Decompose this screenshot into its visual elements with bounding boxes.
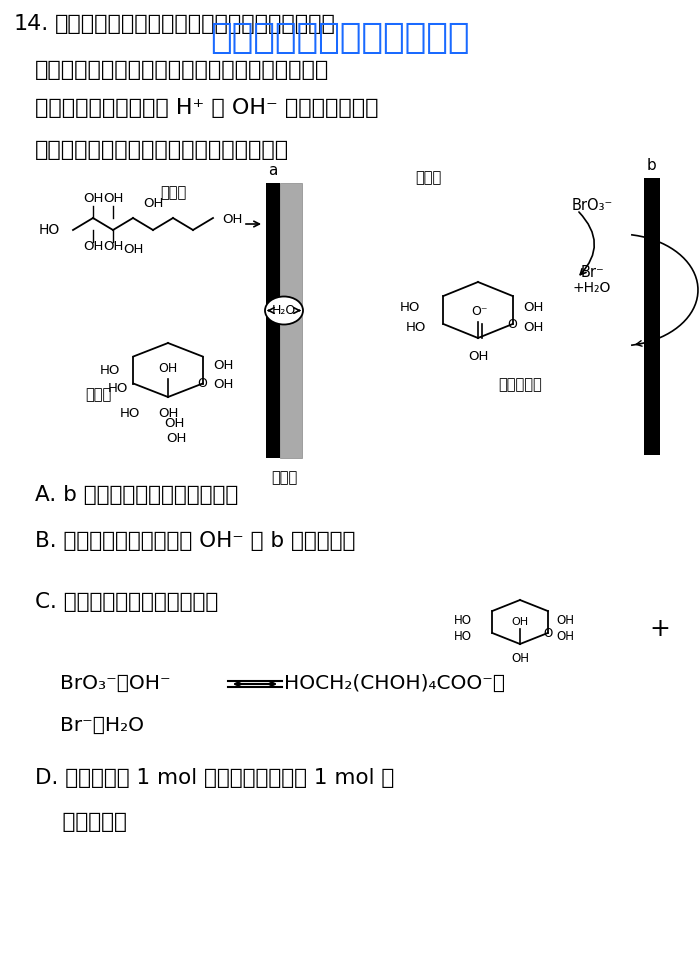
Text: b: b xyxy=(647,158,657,172)
Text: HO: HO xyxy=(120,406,140,420)
Text: Br⁻: Br⁻ xyxy=(580,265,604,279)
Text: 葡萄糖酸盐: 葡萄糖酸盐 xyxy=(498,377,542,393)
Text: 下，以石墨和铅作电极，用双极膜电解葡萄糖溶: 下，以石墨和铅作电极，用双极膜电解葡萄糖溶 xyxy=(55,14,336,34)
Text: HO: HO xyxy=(454,613,472,627)
Text: C. 生成葡萄糖酸盐的反应式为: C. 生成葡萄糖酸盐的反应式为 xyxy=(35,592,218,612)
Text: OH: OH xyxy=(143,197,163,210)
Text: +: + xyxy=(650,617,671,641)
Text: H₂O: H₂O xyxy=(272,304,296,317)
Text: 液制备甘露醇和葡萄糖酸盐。已知在直流电场作用: 液制备甘露醇和葡萄糖酸盐。已知在直流电场作用 xyxy=(35,60,329,80)
Text: HO: HO xyxy=(38,223,60,237)
Bar xyxy=(266,183,280,458)
Text: 14.: 14. xyxy=(14,14,49,34)
Text: 甘露醇: 甘露醇 xyxy=(160,185,186,200)
Bar xyxy=(280,183,302,458)
Text: a: a xyxy=(268,163,278,177)
Text: 葡萄糖酸盐: 葡萄糖酸盐 xyxy=(35,812,127,832)
Text: OH: OH xyxy=(83,240,103,253)
Text: O: O xyxy=(543,627,552,639)
Text: OH: OH xyxy=(523,300,543,314)
Text: B. 通电后双极膜中产生的 OH⁻ 向 b 极定向移动: B. 通电后双极膜中产生的 OH⁻ 向 b 极定向移动 xyxy=(35,531,356,551)
Text: HO: HO xyxy=(405,321,426,333)
Text: O⁻: O⁻ xyxy=(472,305,489,318)
Text: OH: OH xyxy=(83,192,103,205)
Text: +H₂O: +H₂O xyxy=(573,281,611,295)
Text: 葡萄糖: 葡萄糖 xyxy=(415,170,441,186)
Text: OH: OH xyxy=(512,617,528,627)
Text: BrO₃⁻＋OH⁻: BrO₃⁻＋OH⁻ xyxy=(60,674,171,693)
Text: OH: OH xyxy=(468,350,488,363)
Text: OH: OH xyxy=(511,652,529,665)
Text: OH: OH xyxy=(158,407,178,420)
Text: OH: OH xyxy=(103,240,123,253)
Text: OH: OH xyxy=(523,321,543,333)
Text: Br⁻＋H₂O: Br⁻＋H₂O xyxy=(60,716,144,735)
Text: HO: HO xyxy=(108,381,128,395)
Text: 葡萄糖: 葡萄糖 xyxy=(85,387,111,403)
Ellipse shape xyxy=(265,297,303,325)
Text: OH: OH xyxy=(122,243,144,256)
Text: OH: OH xyxy=(222,213,242,225)
Text: HO: HO xyxy=(454,630,472,642)
Bar xyxy=(644,178,660,455)
Text: OH: OH xyxy=(556,630,574,642)
Text: BrO₃⁻: BrO₃⁻ xyxy=(571,197,612,213)
Text: OH: OH xyxy=(166,431,186,445)
Text: HO: HO xyxy=(100,363,120,377)
Text: 双极膜: 双极膜 xyxy=(271,470,297,485)
Text: A. b 极材料为石墨，接电源正极: A. b 极材料为石墨，接电源正极 xyxy=(35,485,238,505)
Text: 下，双极膜将水解离为 H⁺ 和 OH⁻ 并实现其定向通: 下，双极膜将水解离为 H⁺ 和 OH⁻ 并实现其定向通 xyxy=(35,98,379,118)
Text: 微信公众号关注：趣找答案: 微信公众号关注：趣找答案 xyxy=(210,21,470,55)
Text: HOCH₂(CHOH)₄COO⁻＋: HOCH₂(CHOH)₄COO⁻＋ xyxy=(284,674,505,693)
Text: O: O xyxy=(508,318,517,330)
Text: HO: HO xyxy=(400,300,420,314)
Text: OH: OH xyxy=(556,613,574,627)
Text: OH: OH xyxy=(158,362,178,375)
Text: OH: OH xyxy=(213,377,233,391)
Text: OH: OH xyxy=(213,358,233,372)
Text: OH: OH xyxy=(164,417,184,429)
Text: 过，电解过程如图所示。下列说法错误的是: 过，电解过程如图所示。下列说法错误的是 xyxy=(35,140,289,160)
Text: OH: OH xyxy=(103,192,123,205)
Text: O: O xyxy=(197,377,208,390)
Text: D. 理论上生成 1 mol 甘露醇，则可生成 1 mol 葡: D. 理论上生成 1 mol 甘露醇，则可生成 1 mol 葡 xyxy=(35,768,394,788)
